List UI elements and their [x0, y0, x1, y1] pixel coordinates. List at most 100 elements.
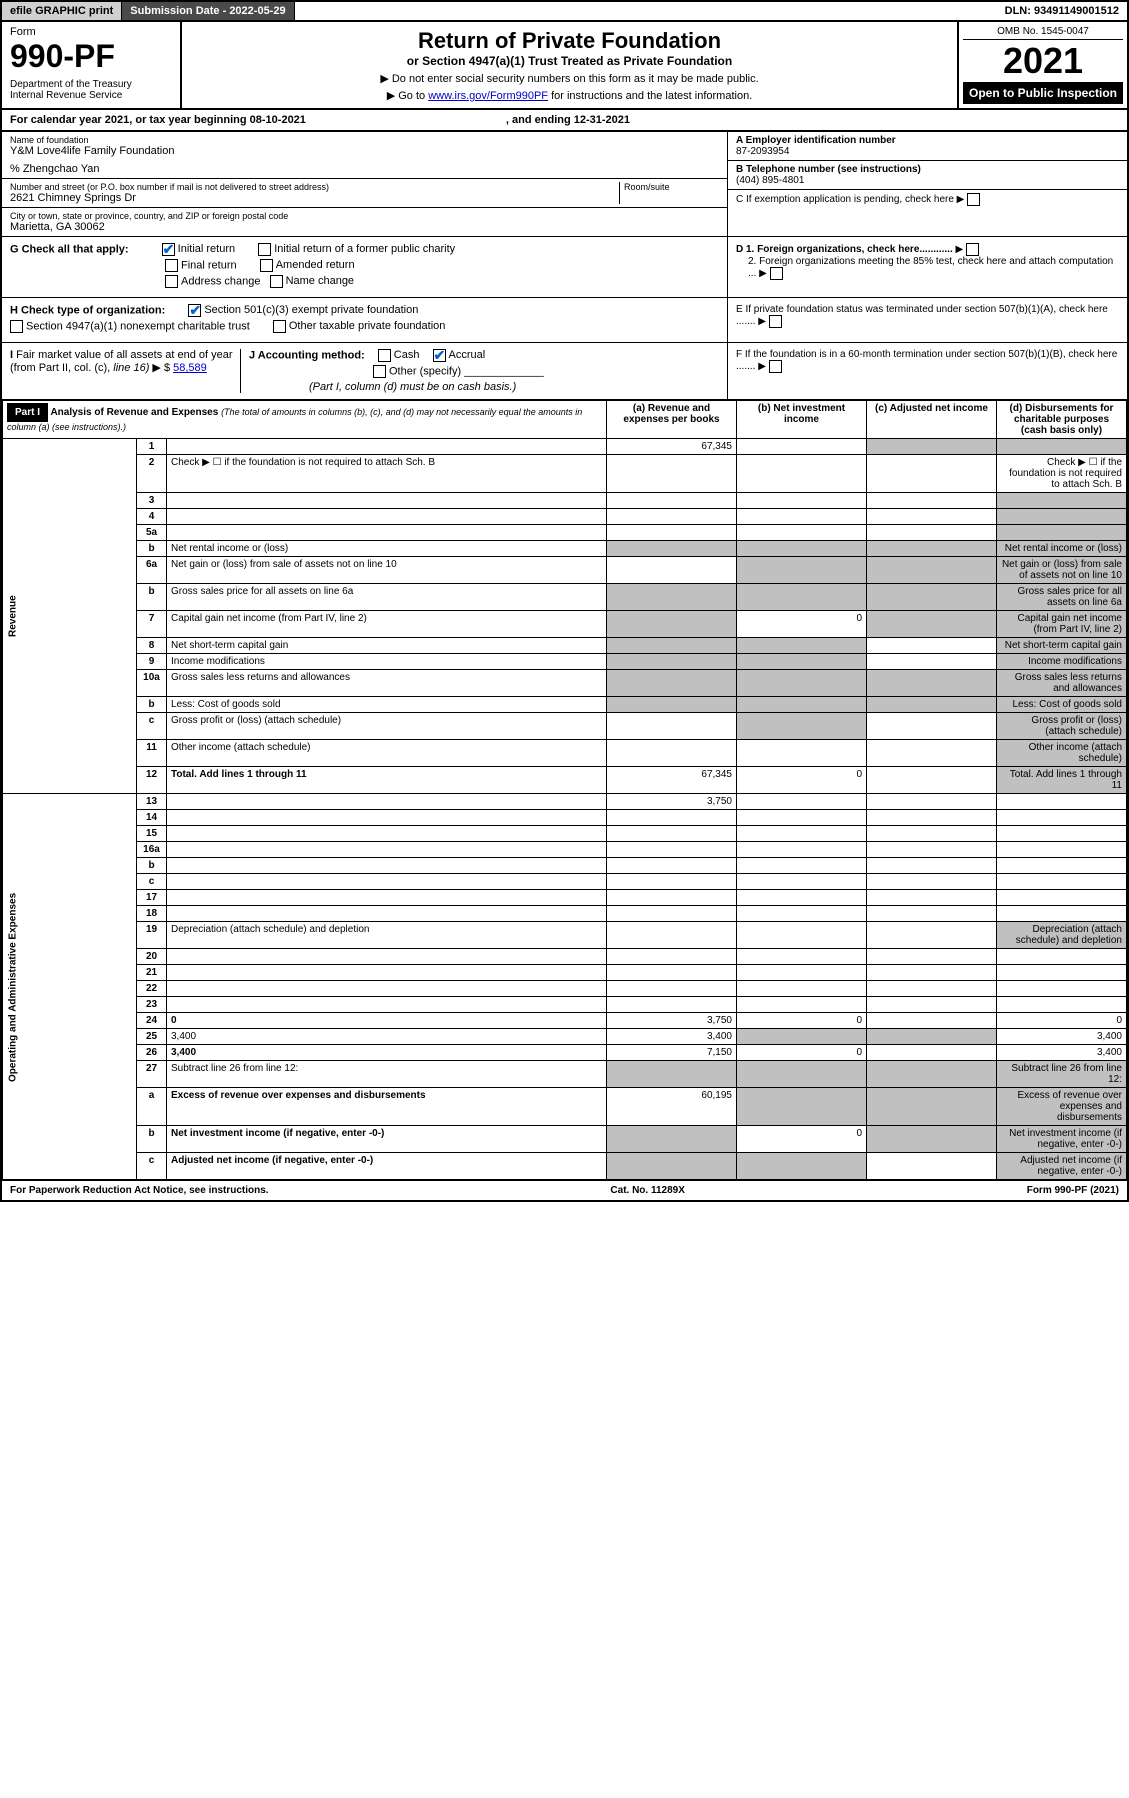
cell-b: [737, 713, 867, 740]
cash-checkbox[interactable]: [378, 349, 391, 362]
row-number: 16a: [137, 842, 167, 858]
city-label: City or town, state or province, country…: [10, 211, 719, 221]
cell-a: [607, 611, 737, 638]
room-label: Room/suite: [624, 182, 719, 192]
footer-left: For Paperwork Reduction Act Notice, see …: [10, 1185, 269, 1196]
table-row: b: [3, 858, 1127, 874]
d1-checkbox[interactable]: [966, 243, 979, 256]
col-c-header: (c) Adjusted net income: [867, 401, 997, 439]
cell-d: [997, 826, 1127, 842]
care-of: % Zhengchao Yan: [10, 163, 719, 175]
cell-c: [867, 1126, 997, 1153]
cell-b: [737, 906, 867, 922]
omb-number: OMB No. 1545-0047: [963, 26, 1123, 40]
c-checkbox[interactable]: [967, 193, 980, 206]
d1-label: D 1. Foreign organizations, check here..…: [736, 244, 953, 255]
i-value[interactable]: 58,589: [173, 362, 207, 374]
row-description: Income modifications: [167, 654, 607, 670]
cell-d: [997, 525, 1127, 541]
cell-c: [867, 557, 997, 584]
row-description: [167, 981, 607, 997]
other-method-checkbox[interactable]: [373, 365, 386, 378]
cell-b: 0: [737, 1126, 867, 1153]
cell-a: [607, 874, 737, 890]
col-a-header: (a) Revenue and expenses per books: [607, 401, 737, 439]
row-description: [167, 493, 607, 509]
table-row: c: [3, 874, 1127, 890]
cell-d: Net gain or (loss) from sale of assets n…: [997, 557, 1127, 584]
table-row: 19Depreciation (attach schedule) and dep…: [3, 922, 1127, 949]
table-row: bNet investment income (if negative, ent…: [3, 1126, 1127, 1153]
cell-b: [737, 509, 867, 525]
addr-label: Number and street (or P.O. box number if…: [10, 182, 619, 192]
cell-d: [997, 949, 1127, 965]
initial-former-checkbox[interactable]: [258, 243, 271, 256]
col-d-header: (d) Disbursements for charitable purpose…: [997, 401, 1127, 439]
street-address: 2621 Chimney Springs Dr: [10, 192, 619, 204]
row-number: b: [137, 697, 167, 713]
table-row: 21: [3, 965, 1127, 981]
cell-b: [737, 455, 867, 493]
f-checkbox[interactable]: [769, 360, 782, 373]
other-taxable-checkbox[interactable]: [273, 320, 286, 333]
row-number: 15: [137, 826, 167, 842]
amended-checkbox[interactable]: [260, 259, 273, 272]
cell-b: [737, 493, 867, 509]
cell-a: [607, 638, 737, 654]
row-number: 8: [137, 638, 167, 654]
row-number: 2: [137, 455, 167, 493]
info-left: Name of foundation Y&M Love4life Family …: [2, 132, 727, 236]
d2-checkbox[interactable]: [770, 267, 783, 280]
table-row: 2Check ▶ ☐ if the foundation is not requ…: [3, 455, 1127, 493]
row-description: [167, 525, 607, 541]
e-checkbox[interactable]: [769, 315, 782, 328]
cell-d: Net short-term capital gain: [997, 638, 1127, 654]
form-number: 990-PF: [10, 38, 172, 75]
cell-c: [867, 767, 997, 794]
f-label: F If the foundation is in a 60-month ter…: [736, 349, 1117, 372]
4947-checkbox[interactable]: [10, 320, 23, 333]
footer-right: Form 990-PF (2021): [1027, 1185, 1119, 1196]
cal-year-end: , and ending 12-31-2021: [506, 114, 630, 126]
row-number: b: [137, 584, 167, 611]
cell-b: [737, 794, 867, 810]
table-row: bLess: Cost of goods soldLess: Cost of g…: [3, 697, 1127, 713]
cell-a: [607, 697, 737, 713]
row-description: Subtract line 26 from line 12:: [167, 1061, 607, 1088]
accrual-checkbox[interactable]: [433, 349, 446, 362]
expenses-side-label: Operating and Administrative Expenses: [3, 794, 137, 1180]
cell-d: Less: Cost of goods sold: [997, 697, 1127, 713]
address-change-checkbox[interactable]: [165, 275, 178, 288]
cell-b: 0: [737, 767, 867, 794]
cell-a: [607, 670, 737, 697]
cell-a: [607, 858, 737, 874]
final-return-checkbox[interactable]: [165, 259, 178, 272]
header-left: Form 990-PF Department of the TreasuryIn…: [2, 22, 182, 108]
g-section: G Check all that apply: Initial return I…: [2, 237, 727, 297]
j-note: (Part I, column (d) must be on cash basi…: [309, 381, 719, 393]
irs-link[interactable]: www.irs.gov/Form990PF: [428, 90, 548, 102]
501c3-checkbox[interactable]: [188, 304, 201, 317]
cell-d: Capital gain net income (from Part IV, l…: [997, 611, 1127, 638]
cell-c: [867, 638, 997, 654]
row-number: 19: [137, 922, 167, 949]
cell-a: 60,195: [607, 1088, 737, 1126]
ein-cell: A Employer identification number 87-2093…: [728, 132, 1127, 161]
row-description: [167, 842, 607, 858]
efile-label: efile GRAPHIC print: [2, 2, 122, 20]
row-description: [167, 874, 607, 890]
footer-mid: Cat. No. 11289X: [610, 1185, 684, 1196]
cell-d: [997, 794, 1127, 810]
form-footer: For Paperwork Reduction Act Notice, see …: [2, 1180, 1127, 1200]
cell-a: [607, 584, 737, 611]
cell-c: [867, 949, 997, 965]
cell-d: [997, 981, 1127, 997]
initial-return-checkbox[interactable]: [162, 243, 175, 256]
row-number: b: [137, 858, 167, 874]
cell-a: 3,750: [607, 1013, 737, 1029]
table-row: 7Capital gain net income (from Part IV, …: [3, 611, 1127, 638]
table-row: 9Income modificationsIncome modification…: [3, 654, 1127, 670]
cell-b: [737, 697, 867, 713]
name-change-checkbox[interactable]: [270, 275, 283, 288]
row-description: Gross sales price for all assets on line…: [167, 584, 607, 611]
